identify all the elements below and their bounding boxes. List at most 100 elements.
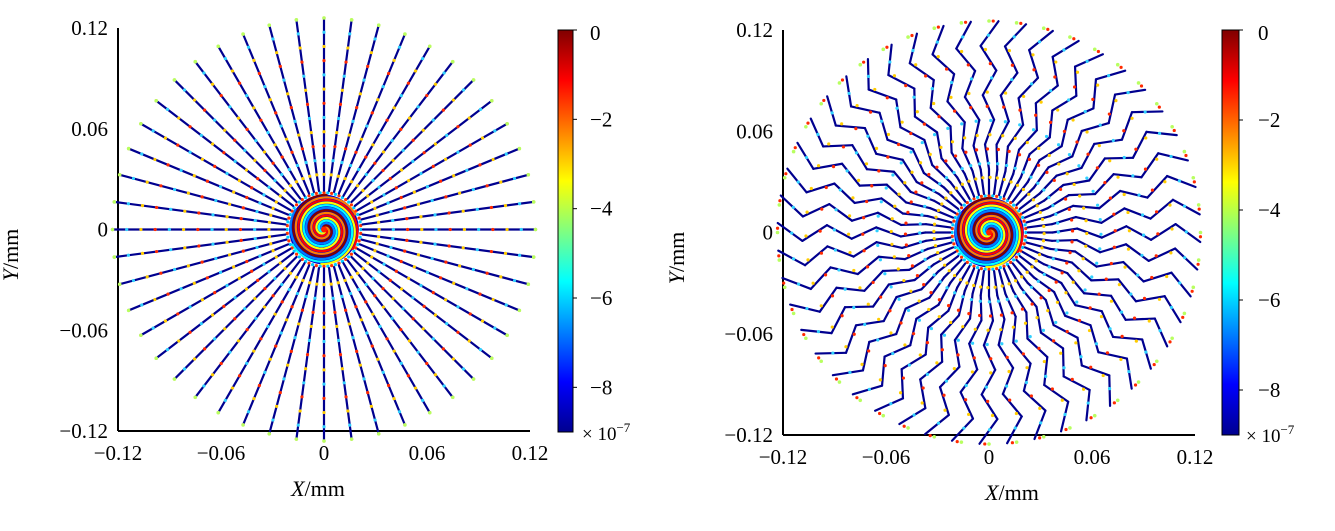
spoke-segment — [880, 355, 886, 387]
spoke-end-dot — [505, 333, 509, 338]
spoke-segment — [887, 278, 916, 286]
spoke-dot — [1155, 157, 1159, 161]
spoke-dot — [411, 159, 415, 163]
spoke-dot — [819, 251, 824, 255]
spoke-segment — [856, 255, 880, 276]
spoke-dot — [922, 282, 926, 287]
spoke-dot — [946, 304, 951, 308]
core-ring-dot — [953, 215, 957, 220]
core-ring-dot — [359, 227, 363, 232]
spoke-dot — [817, 356, 821, 360]
spoke-dot — [203, 347, 207, 351]
spoke — [1007, 47, 1104, 200]
spoke-segment — [1157, 152, 1189, 162]
spoke-end-dot — [1198, 230, 1203, 235]
spoke-dot — [192, 174, 196, 178]
spoke-dot — [909, 200, 913, 204]
spoke-dot — [401, 307, 405, 311]
spoke-segment — [1007, 265, 1022, 289]
spoke-dot — [883, 364, 887, 368]
spoke-dot — [960, 182, 964, 186]
spoke-dot — [861, 232, 865, 236]
spoke-dot — [1152, 362, 1156, 367]
spoke-dot — [267, 270, 271, 274]
spoke-dot — [1170, 227, 1174, 231]
spoke-dot — [1122, 155, 1126, 160]
spoke-segment — [908, 62, 935, 82]
spoke-segment — [834, 124, 867, 130]
spoke-dot — [366, 64, 370, 69]
spoke-dot — [253, 297, 257, 301]
spoke-segment — [1038, 270, 1063, 285]
spoke-segment — [1123, 207, 1152, 220]
spoke-dot — [322, 297, 326, 301]
spoke-dot — [990, 413, 995, 418]
spoke-dot — [1007, 369, 1011, 374]
spoke-dot — [230, 69, 235, 73]
spoke-segment — [904, 296, 931, 310]
spoke-dot — [197, 244, 201, 248]
spoke-dot — [267, 235, 271, 239]
core-ring-dot — [322, 264, 326, 268]
spoke — [1026, 223, 1203, 244]
spiral-arm — [299, 201, 356, 266]
spoke-dot — [358, 363, 362, 367]
spoke-dot — [1037, 253, 1042, 257]
spoke-dot — [252, 106, 256, 110]
spoke-dot — [499, 180, 503, 184]
y-tick-label: −0.12 — [59, 419, 108, 443]
spoke-dot — [989, 371, 993, 375]
spoke-segment — [831, 369, 865, 377]
core-ring-dot — [1022, 219, 1026, 223]
spoke-segment — [979, 44, 998, 72]
spoke-dot — [407, 116, 412, 120]
spoke-dot — [1119, 310, 1124, 314]
spoke-dot — [188, 125, 192, 129]
spoke-segment — [1028, 48, 1040, 79]
core-ring-dot — [330, 191, 334, 196]
spoke-dot — [140, 204, 145, 208]
spoke-dot — [1154, 210, 1159, 214]
spoke-dot — [348, 291, 353, 296]
spoke-segment — [924, 326, 930, 356]
spoke-end-dot — [1041, 26, 1046, 31]
spoke-dot — [978, 299, 982, 303]
spoke-segment — [929, 207, 955, 219]
spoke-dot — [364, 282, 368, 287]
spoke-dot — [258, 254, 262, 258]
spoke-dot — [298, 46, 302, 50]
spoke-dot — [233, 296, 237, 300]
spoke-segment — [1064, 314, 1092, 327]
spoke-dot — [925, 341, 930, 345]
spoke-dot — [478, 292, 482, 296]
spoke-dot — [811, 281, 815, 285]
spoke-dot — [430, 256, 434, 261]
spoke-dot — [989, 357, 993, 361]
spoke-dot — [920, 140, 924, 145]
spoke-dot — [250, 269, 254, 273]
spoke-segment — [1145, 130, 1178, 137]
spoke-dot — [988, 175, 992, 179]
spoke-dot — [419, 171, 423, 176]
spoke-dot — [245, 328, 249, 332]
spoke-dot — [378, 324, 382, 329]
spoke-segment — [865, 168, 895, 173]
spoke-segment — [1017, 76, 1040, 100]
spoke-dot — [969, 164, 973, 168]
spoke-dot — [960, 49, 964, 54]
spoke-dot — [211, 213, 215, 217]
spoke-dot — [298, 409, 302, 413]
spoke-dot — [253, 236, 257, 241]
spoke-segment — [937, 192, 960, 210]
spoke-segment — [1044, 298, 1055, 327]
spoke-segment — [996, 294, 1006, 321]
colorbar — [557, 29, 574, 433]
spoke-dot — [140, 152, 144, 156]
spoke — [294, 266, 321, 441]
spoke-dot — [294, 180, 299, 184]
spoke-dot — [362, 78, 366, 82]
spoke-dot — [1056, 221, 1060, 225]
spoke-segment — [956, 265, 971, 289]
spoke-dot — [1197, 207, 1201, 211]
spoke-dot — [188, 330, 192, 334]
